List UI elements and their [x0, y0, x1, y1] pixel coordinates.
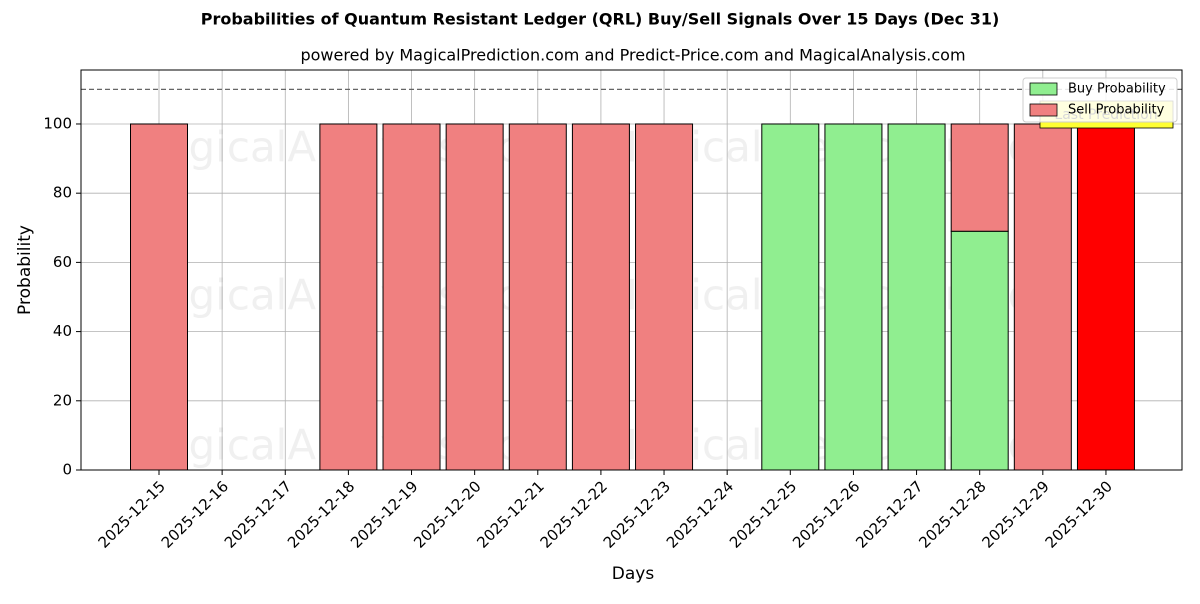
y-tick-label: 20	[53, 391, 72, 409]
y-tick-label: 80	[53, 184, 72, 202]
bar	[571, 123, 630, 471]
bar	[824, 123, 883, 471]
bar	[887, 123, 946, 471]
bar	[635, 123, 694, 471]
y-tick-label: 100	[43, 114, 72, 132]
bar	[130, 123, 188, 471]
chart-subtitle: powered by MagicalPrediction.com and Pre…	[300, 46, 965, 65]
legend-box	[1022, 77, 1178, 123]
legend-swatch	[1029, 82, 1058, 96]
bar	[508, 123, 567, 471]
legend-label: Sell Probability	[1068, 103, 1165, 118]
legend-label: Buy Probability	[1068, 82, 1166, 97]
x-axis-label: Days	[612, 564, 655, 584]
bar	[319, 123, 378, 471]
legend-swatch	[1029, 103, 1058, 117]
y-tick-label: 60	[53, 253, 72, 271]
bar	[950, 123, 1009, 232]
bar	[382, 123, 441, 471]
y-tick-label: 0	[62, 461, 72, 479]
y-axis-label: Probability	[15, 225, 35, 315]
y-tick-label: 40	[53, 322, 72, 340]
bar	[1013, 123, 1072, 471]
plot-frame	[80, 69, 1183, 471]
legend: Buy Probability Sell Probability	[1022, 77, 1178, 123]
bar	[1076, 123, 1135, 471]
bar	[445, 123, 504, 471]
bar	[950, 230, 1009, 471]
chart-title: Probabilities of Quantum Resistant Ledge…	[201, 10, 1000, 29]
bar	[761, 123, 820, 471]
